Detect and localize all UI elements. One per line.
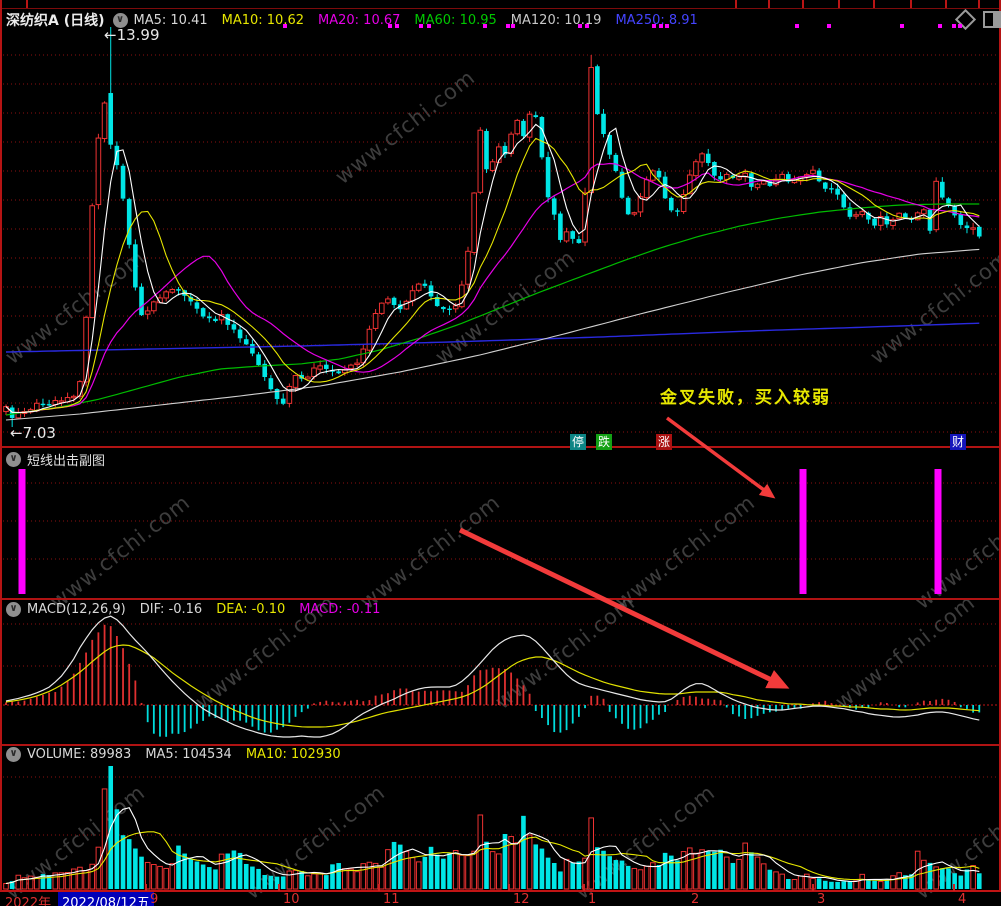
macd-header: ∨ MACD(12,26,9) DIF: -0.16 DEA: -0.10 MA…: [6, 602, 394, 617]
signal-dot: [958, 24, 962, 28]
subchart-header: ∨ 短线出击副图: [6, 450, 105, 469]
axis-month-label: 11: [383, 892, 400, 906]
ruler-tick: [26, 0, 28, 8]
panel-separator-1: [0, 446, 1001, 448]
volume-chart-canvas[interactable]: [0, 745, 1001, 891]
collapse-chevron-icon[interactable]: ∨: [112, 12, 128, 28]
top-frame-line: [0, 8, 1001, 9]
axis-tick: [278, 884, 280, 891]
ruler-tick: [802, 0, 804, 8]
ruler-tick: [838, 0, 840, 8]
volume-value: VOLUME: 89983: [27, 747, 132, 762]
collapse-chevron-icon[interactable]: ∨: [6, 747, 21, 762]
date-axis: 2022年 2022/08/12五 9 10 11 12 1 2 3 4: [0, 892, 1001, 906]
signal-dot: [419, 24, 423, 28]
signal-bar: [934, 469, 942, 594]
axis-month-label: 12: [513, 892, 530, 906]
high-price-label: ←13.99: [104, 26, 160, 44]
annotation-text: 金叉失败，买入较弱: [660, 388, 831, 408]
axis-tick: [686, 884, 688, 891]
ma20-value: MA20: 10.67: [318, 12, 401, 28]
macd-params: MACD(12,26,9): [27, 602, 126, 617]
collapse-chevron-icon[interactable]: ∨: [6, 452, 21, 467]
marker-button-1[interactable]: 跌: [596, 434, 612, 450]
signal-dot: [827, 24, 831, 28]
signal-dot: [395, 24, 399, 28]
signal-dot: [511, 24, 515, 28]
marker-button-0[interactable]: 停: [570, 434, 586, 450]
marker-button-3[interactable]: 财: [950, 434, 966, 450]
marker-button-2[interactable]: 涨: [656, 434, 672, 450]
ruler-tick: [768, 0, 770, 8]
axis-month-label: 9: [150, 892, 159, 906]
left-border: [0, 0, 2, 891]
axis-tick: [953, 884, 955, 891]
axis-tick: [508, 884, 510, 891]
candlesticks: [3, 27, 982, 427]
main-chart-header: 深纺织A (日线) ∨ MA5: 10.41 MA10: 10.62 MA20:…: [6, 10, 712, 30]
axis-tick: [378, 884, 380, 891]
axis-baseline: [0, 890, 1001, 892]
volume-ma10-value: MA10: 102930: [245, 747, 341, 762]
signal-bar: [18, 469, 26, 594]
signal-dot: [578, 24, 582, 28]
ruler-tick: [910, 0, 912, 8]
signal-dot: [952, 24, 956, 28]
stock-title: 深纺织A (日线): [6, 13, 105, 29]
ma-lines: [5, 123, 980, 421]
ma60-value: MA60: 10.95: [414, 12, 497, 28]
signal-dot: [585, 24, 589, 28]
dif-value: DIF: -0.16: [139, 602, 203, 617]
panel-separator-2: [0, 598, 1001, 600]
axis-tick: [812, 884, 814, 891]
signal-dot: [900, 24, 904, 28]
signal-dot: [659, 24, 663, 28]
ruler-tick: [945, 0, 947, 8]
low-price-label: ←7.03: [10, 424, 56, 442]
ma5-value: MA5: 10.41: [133, 12, 208, 28]
macd-chart-canvas[interactable]: [0, 600, 1001, 745]
ma250-value: MA250: 8.91: [615, 12, 698, 28]
signal-dot: [388, 24, 392, 28]
subchart-title: 短线出击副图: [27, 454, 106, 469]
main-chart-canvas[interactable]: ←13.99 ←7.03: [0, 8, 1001, 447]
signal-dot: [506, 24, 510, 28]
signal-dot: [652, 24, 656, 28]
ma10-value: MA10: 10.62: [221, 12, 305, 28]
axis-month-label: 2: [691, 892, 700, 906]
signal-dot: [938, 24, 942, 28]
dea-value: DEA: -0.10: [216, 602, 286, 617]
signal-dot: [665, 24, 669, 28]
volume-header: ∨ VOLUME: 89983 MA5: 104534 MA10: 102930: [6, 747, 355, 762]
signal-dot: [283, 24, 287, 28]
split-view-icon[interactable]: [983, 11, 1001, 28]
signal-dot: [427, 24, 431, 28]
macd-value: MACD: -0.11: [299, 602, 381, 617]
signal-subchart-canvas[interactable]: [0, 447, 1001, 600]
signal-dot: [795, 24, 799, 28]
axis-month-label: 1: [588, 892, 597, 906]
axis-tick: [145, 884, 147, 891]
axis-month-label: 4: [958, 892, 967, 906]
ruler-tick: [873, 0, 875, 8]
collapse-chevron-icon[interactable]: ∨: [6, 602, 21, 617]
axis-tick: [583, 884, 585, 891]
axis-year-label: 2022年: [5, 896, 52, 906]
axis-month-label: 10: [283, 892, 300, 906]
ruler-tick: [978, 0, 980, 8]
volume-ma5-value: MA5: 104534: [145, 747, 232, 762]
axis-highlight-date: 2022/08/12五: [58, 892, 154, 906]
axis-month-label: 3: [817, 892, 826, 906]
right-border: [999, 0, 1001, 891]
ma120-value: MA120: 10.19: [510, 12, 602, 28]
panel-separator-3: [0, 744, 1001, 746]
signal-bar: [799, 469, 807, 594]
ruler-tick: [735, 0, 737, 8]
signal-dot: [483, 24, 487, 28]
